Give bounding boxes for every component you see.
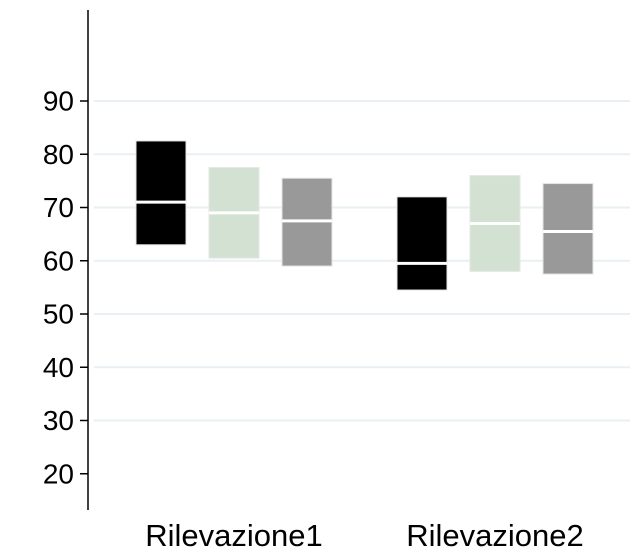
box-series1-Rilevazione1 bbox=[135, 140, 187, 246]
box-series3-Rilevazione2 bbox=[542, 183, 594, 275]
y-tick-label-60: 60 bbox=[43, 245, 74, 276]
y-tick-label-40: 40 bbox=[43, 352, 74, 383]
y-tick-label-90: 90 bbox=[43, 86, 74, 117]
y-tick-label-80: 80 bbox=[43, 139, 74, 170]
x-category-label-1: Rilevazione1 bbox=[145, 518, 323, 553]
y-tick-label-30: 30 bbox=[43, 405, 74, 436]
y-tick-label-70: 70 bbox=[43, 192, 74, 223]
box-series1-Rilevazione2 bbox=[396, 196, 448, 291]
y-axis-ticks: 20 30 40 50 60 70 80 90 bbox=[43, 86, 88, 489]
box-series bbox=[135, 140, 594, 291]
x-axis-labels: Rilevazione1 Rilevazione2 bbox=[145, 518, 584, 553]
y-tick-label-20: 20 bbox=[43, 458, 74, 489]
x-category-label-2: Rilevazione2 bbox=[406, 518, 584, 553]
y-tick-label-50: 50 bbox=[43, 299, 74, 330]
